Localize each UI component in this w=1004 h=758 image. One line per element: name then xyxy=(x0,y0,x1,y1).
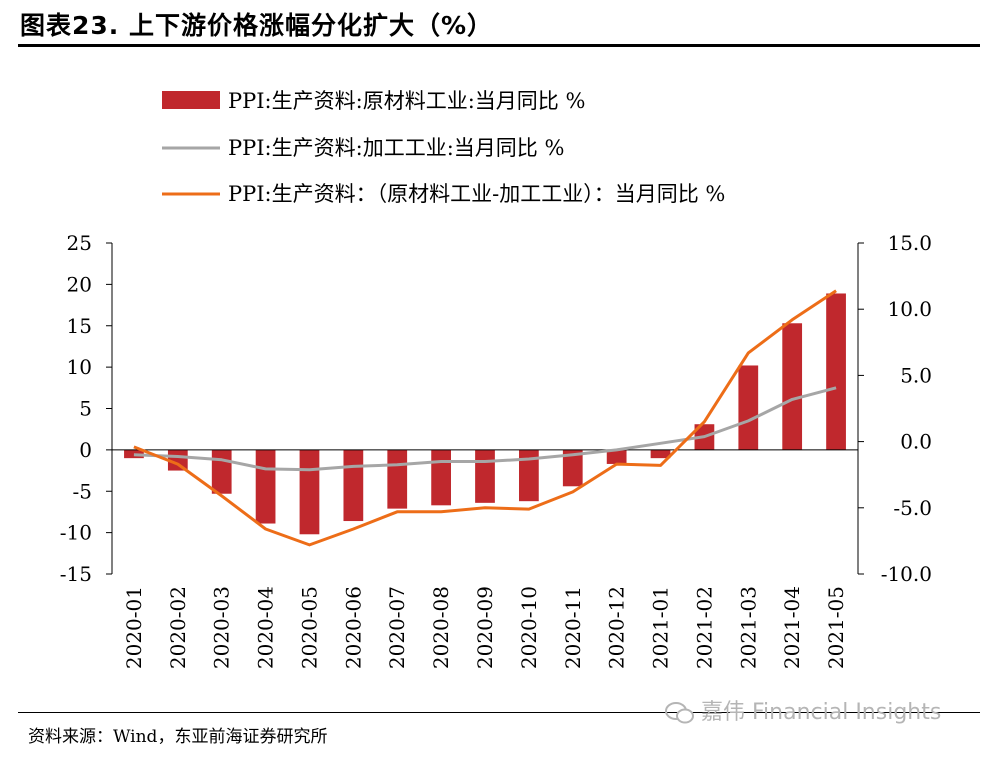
bar xyxy=(211,449,232,494)
bar xyxy=(519,449,539,502)
bar xyxy=(387,449,408,509)
y-left-tick-label: 20 xyxy=(67,272,92,296)
title-rule xyxy=(18,44,980,47)
legend-label: PPI:生产资料:原材料工业:当月同比 % xyxy=(228,89,585,113)
y-right-tick-label: -5.0 xyxy=(893,496,932,520)
y-right-tick-label: 10.0 xyxy=(887,297,932,321)
x-tick-label: 2020-04 xyxy=(254,586,278,669)
legend-label: PPI:生产资料：（原材料工业-加工工业）：当月同比 % xyxy=(228,182,725,206)
bar xyxy=(562,449,583,487)
x-tick-label: 2021-02 xyxy=(692,586,716,669)
x-tick-label: 2020-07 xyxy=(385,586,409,669)
x-tick-label: 2021-03 xyxy=(736,586,760,669)
x-tick-label: 2020-11 xyxy=(561,586,585,669)
bar xyxy=(650,449,671,459)
bar xyxy=(826,293,846,450)
x-tick-label: 2020-05 xyxy=(297,586,321,669)
x-tick-label: 2020-10 xyxy=(517,586,541,669)
y-right-tick-label: 15.0 xyxy=(887,231,932,255)
wechat-icon xyxy=(665,702,694,724)
x-tick-label: 2020-09 xyxy=(473,586,497,669)
bar xyxy=(738,365,759,450)
chart: PPI:生产资料:原材料工业:当月同比 % PPI:生产资料:加工工业:当月同比 … xyxy=(60,89,932,669)
x-tick-label: 2021-04 xyxy=(780,586,804,669)
x-tick-label: 2020-02 xyxy=(166,586,190,669)
y-left-tick-label: -10 xyxy=(60,521,92,545)
bar xyxy=(606,449,627,464)
legend-swatch-bar xyxy=(162,91,220,109)
source-note: 资料来源：Wind，东亚前海证券研究所 xyxy=(28,727,328,747)
bar xyxy=(255,449,276,524)
y-right-tick-label: -10.0 xyxy=(881,562,932,586)
x-tick-label: 2020-01 xyxy=(122,586,146,669)
bar xyxy=(299,449,320,535)
y-left-tick-label: 0 xyxy=(79,438,92,462)
y-left-tick-label: 5 xyxy=(79,397,92,421)
bar xyxy=(343,449,364,522)
footer-rule xyxy=(18,712,980,713)
series-line xyxy=(133,289,837,547)
y-right-tick-label: 5.0 xyxy=(900,363,932,387)
x-tick-label: 2020-12 xyxy=(605,586,629,669)
y-left-tick-label: 10 xyxy=(67,355,92,379)
y-left-tick-label: 25 xyxy=(67,231,92,255)
y-left-tick-label: 15 xyxy=(67,314,92,338)
bar xyxy=(475,449,495,503)
figure-title: 图表23. 上下游价格涨幅分化扩大（%） xyxy=(20,11,494,40)
y-right-tick-label: 0.0 xyxy=(900,430,932,454)
legend-label: PPI:生产资料:加工工业:当月同比 % xyxy=(228,136,564,160)
y-left-tick-label: -5 xyxy=(73,479,92,503)
x-tick-label: 2020-08 xyxy=(429,586,453,669)
y-left-tick-label: -15 xyxy=(60,562,92,586)
x-tick-label: 2020-06 xyxy=(341,586,365,669)
x-tick-label: 2021-01 xyxy=(649,586,673,669)
series-line xyxy=(133,386,837,472)
watermark-text: 嘉伟 Financial Insights xyxy=(701,700,942,725)
watermark: 嘉伟 Financial Insights xyxy=(665,694,941,726)
bar xyxy=(782,323,803,450)
bar xyxy=(431,449,451,506)
x-tick-label: 2020-03 xyxy=(210,586,234,669)
x-tick-label: 2021-05 xyxy=(824,586,848,669)
